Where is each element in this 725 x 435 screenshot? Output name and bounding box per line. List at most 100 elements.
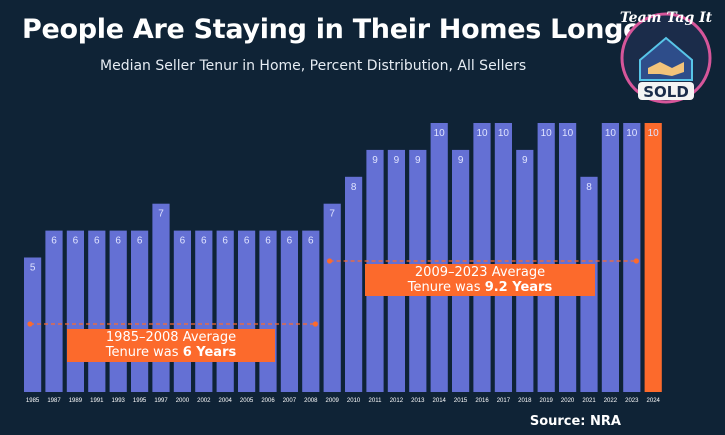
x-tick-2005: 2005 — [240, 398, 254, 404]
team-tag-it-logo: SOLD Team Tag It — [620, 10, 713, 104]
bar-value-label-2017: 10 — [498, 128, 510, 139]
x-tick-2012: 2012 — [390, 398, 404, 404]
bar-2004 — [216, 230, 234, 392]
x-tick-2011: 2011 — [369, 398, 383, 404]
bar-value-label-2002: 6 — [201, 236, 207, 247]
x-tick-2013: 2013 — [411, 398, 425, 404]
x-tick-2008: 2008 — [304, 398, 318, 404]
early-average-value: 6 Years — [182, 345, 237, 360]
bar-value-label-2004: 6 — [222, 236, 228, 247]
early-average-prefix: Tenure was — [105, 345, 183, 360]
bar-value-label-2010: 8 — [351, 182, 357, 193]
bar-2014 — [430, 123, 448, 392]
bar-2000 — [173, 230, 191, 392]
x-tick-1989: 1989 — [69, 398, 83, 404]
bar-value-label-1995: 6 — [137, 236, 143, 247]
x-tick-1997: 1997 — [154, 398, 168, 404]
bar-value-label-2018: 9 — [522, 155, 528, 166]
early-average-line2: Tenure was 6 Years — [67, 345, 275, 360]
x-tick-1993: 1993 — [112, 398, 126, 404]
x-tick-1985: 1985 — [26, 398, 40, 404]
chart-subtitle: Median Seller Tenur in Home, Percent Dis… — [100, 58, 527, 74]
early-average-callout: 1985–2008 Average Tenure was 6 Years — [67, 329, 275, 362]
bar-2008 — [302, 230, 320, 392]
bar-value-labels: 5 6 6 6 6 6 7 6 6 6 6 6 6 6 7 8 9 9 9 10 9 10 10 9 10 10 8 10 10 10 — [30, 128, 659, 274]
average-line-end-marker — [312, 321, 318, 327]
bar-value-label-1993: 6 — [115, 236, 121, 247]
x-tick-2023: 2023 — [625, 398, 639, 404]
bar-2006 — [259, 230, 277, 392]
bar-value-label-2015: 9 — [458, 155, 464, 166]
late-average-prefix: Tenure was — [407, 280, 485, 295]
bar-2016 — [473, 123, 491, 392]
x-tick-2016: 2016 — [475, 398, 489, 404]
bar-value-label-2007: 6 — [287, 236, 293, 247]
x-tick-2020: 2020 — [561, 398, 575, 404]
x-tick-2014: 2014 — [433, 398, 447, 404]
bar-1989 — [66, 230, 84, 392]
average-line-start-marker — [27, 321, 33, 327]
bar-value-label-1997: 7 — [158, 209, 164, 220]
late-average-value: 9.2 Years — [484, 280, 553, 295]
x-tick-2017: 2017 — [497, 398, 511, 404]
x-tick-1995: 1995 — [133, 398, 147, 404]
bar-value-label-2016: 10 — [476, 128, 488, 139]
late-average-line1: 2009–2023 Average — [414, 265, 546, 280]
bar-value-label-2020: 10 — [562, 128, 574, 139]
bar-2023 — [623, 123, 641, 392]
bar-2010 — [345, 176, 363, 392]
bar-value-label-2014: 10 — [434, 128, 446, 139]
bar-2009 — [323, 203, 341, 392]
x-tick-2015: 2015 — [454, 398, 468, 404]
sold-sign — [638, 82, 694, 100]
x-tick-2000: 2000 — [176, 398, 190, 404]
x-tick-2022: 2022 — [604, 398, 618, 404]
late-average-callout: 2009–2023 Average Tenure was 9.2 Years — [365, 264, 595, 296]
bar-value-label-2023: 10 — [626, 128, 638, 139]
x-tick-2007: 2007 — [283, 398, 297, 404]
average-line-late — [327, 258, 640, 264]
bar-value-label-2012: 9 — [394, 155, 400, 166]
bar-2017 — [494, 123, 512, 392]
bar-2024 — [644, 123, 662, 392]
x-tick-2002: 2002 — [197, 398, 211, 404]
reference-lines — [27, 258, 640, 327]
bar-value-label-2022: 10 — [605, 128, 617, 139]
bar-1997 — [152, 203, 170, 392]
average-line-end-marker — [633, 258, 640, 264]
x-tick-2024: 2024 — [647, 398, 661, 404]
bar-1993 — [109, 230, 127, 392]
bar-2022 — [601, 123, 619, 392]
source-note: Source: NRA — [529, 414, 621, 429]
bar-value-label-2009: 7 — [329, 209, 335, 220]
bar-value-label-2008: 6 — [308, 236, 314, 247]
bar-2019 — [537, 123, 555, 392]
x-tick-2004: 2004 — [219, 398, 233, 404]
x-tick-2009: 2009 — [326, 398, 340, 404]
bar-value-label-2005: 6 — [244, 236, 250, 247]
x-tick-2021: 2021 — [582, 398, 596, 404]
bar-value-label-1987: 6 — [51, 236, 57, 247]
bar-value-label-2024: 10 — [648, 128, 660, 139]
bar-value-label-2006: 6 — [265, 236, 271, 247]
bar-2020 — [559, 123, 577, 392]
logo-team-text: Team Tag It — [620, 10, 713, 26]
bar-value-label-2011: 9 — [372, 155, 378, 166]
bar-value-label-2019: 10 — [541, 128, 553, 139]
bar-1987 — [45, 230, 63, 392]
x-tick-2010: 2010 — [347, 398, 361, 404]
logo-sold-text: SOLD — [643, 83, 689, 101]
bar-1985 — [24, 257, 42, 392]
chart-title: People Are Staying in Their Homes Longer — [22, 14, 655, 45]
early-average-line1: 1985–2008 Average — [105, 330, 237, 345]
average-line-early — [27, 321, 318, 327]
bar-value-label-2013: 9 — [415, 155, 421, 166]
x-tick-1987: 1987 — [47, 398, 61, 404]
x-axis-tick-labels: 1985 1987 1989 1991 1993 1995 1997 2000 2002 2004… — [26, 398, 661, 404]
x-tick-2006: 2006 — [261, 398, 275, 404]
average-line-start-marker — [327, 258, 333, 264]
bar-value-label-1985: 5 — [30, 263, 36, 274]
x-tick-2019: 2019 — [540, 398, 554, 404]
bar-2007 — [280, 230, 298, 392]
bar-1995 — [131, 230, 149, 392]
